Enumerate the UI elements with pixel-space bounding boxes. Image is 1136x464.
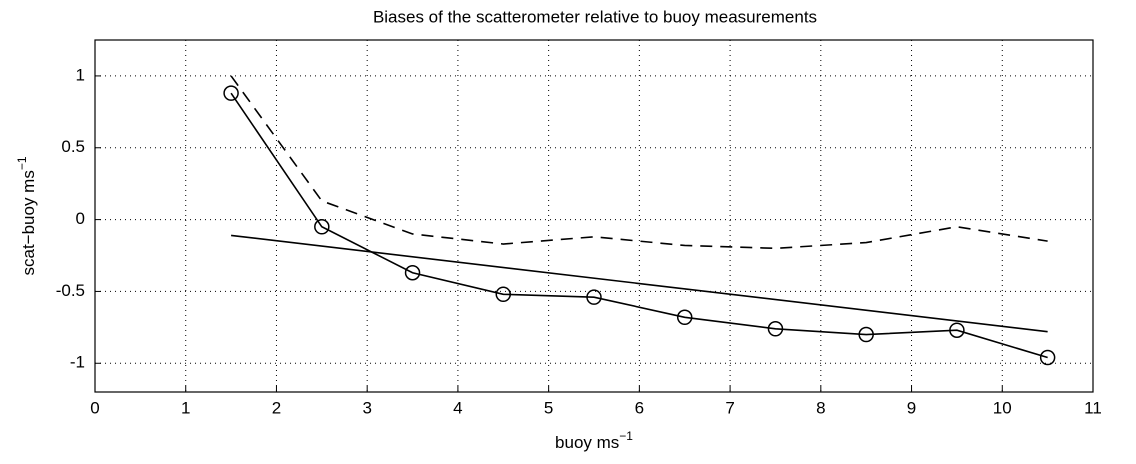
- y-tick-label: -0.5: [56, 281, 85, 300]
- x-tick-label: 8: [816, 398, 825, 417]
- x-tick-label: 10: [993, 398, 1012, 417]
- marker: [314, 219, 330, 235]
- marker: [1039, 349, 1056, 366]
- series-line: [230, 234, 1048, 333]
- marker: [404, 265, 421, 281]
- x-axis-label: buoy ms−1: [555, 429, 633, 452]
- marker: [223, 85, 239, 101]
- x-tick-label: 7: [725, 398, 734, 417]
- y-axis-label-text: scat−buoy ms: [19, 170, 38, 275]
- x-axis-label-sup: −1: [619, 429, 633, 443]
- x-tick-label: 0: [90, 398, 99, 417]
- series-line: [230, 92, 1048, 359]
- marker: [495, 286, 512, 303]
- x-axis-label-text: buoy ms: [555, 433, 619, 452]
- x-tick-label: 9: [907, 398, 916, 417]
- x-tick-label: 3: [362, 398, 371, 417]
- marker: [676, 309, 693, 326]
- y-tick-label: -1: [70, 353, 85, 372]
- chart-title: Biases of the scatterometer relative to …: [373, 7, 817, 26]
- plot-frame: [94, 39, 1094, 393]
- x-tick-label: 1: [181, 398, 190, 417]
- marker: [949, 322, 965, 338]
- x-tick-label: 4: [453, 398, 462, 417]
- x-tick-label: 6: [635, 398, 644, 417]
- y-tick-label: 0: [76, 209, 85, 228]
- marker: [586, 289, 602, 305]
- series-line: [230, 75, 1048, 250]
- marker: [858, 326, 874, 343]
- x-tick-label: 2: [272, 398, 281, 417]
- y-axis-label: scat−buoy ms−1: [15, 156, 38, 275]
- x-tick-label: 11: [1084, 398, 1102, 417]
- y-tick-label: 1: [76, 65, 85, 84]
- marker: [767, 321, 784, 337]
- y-axis-label-sup: −1: [15, 156, 29, 170]
- y-tick-label: 0.5: [61, 137, 85, 156]
- x-tick-label: 5: [544, 398, 553, 417]
